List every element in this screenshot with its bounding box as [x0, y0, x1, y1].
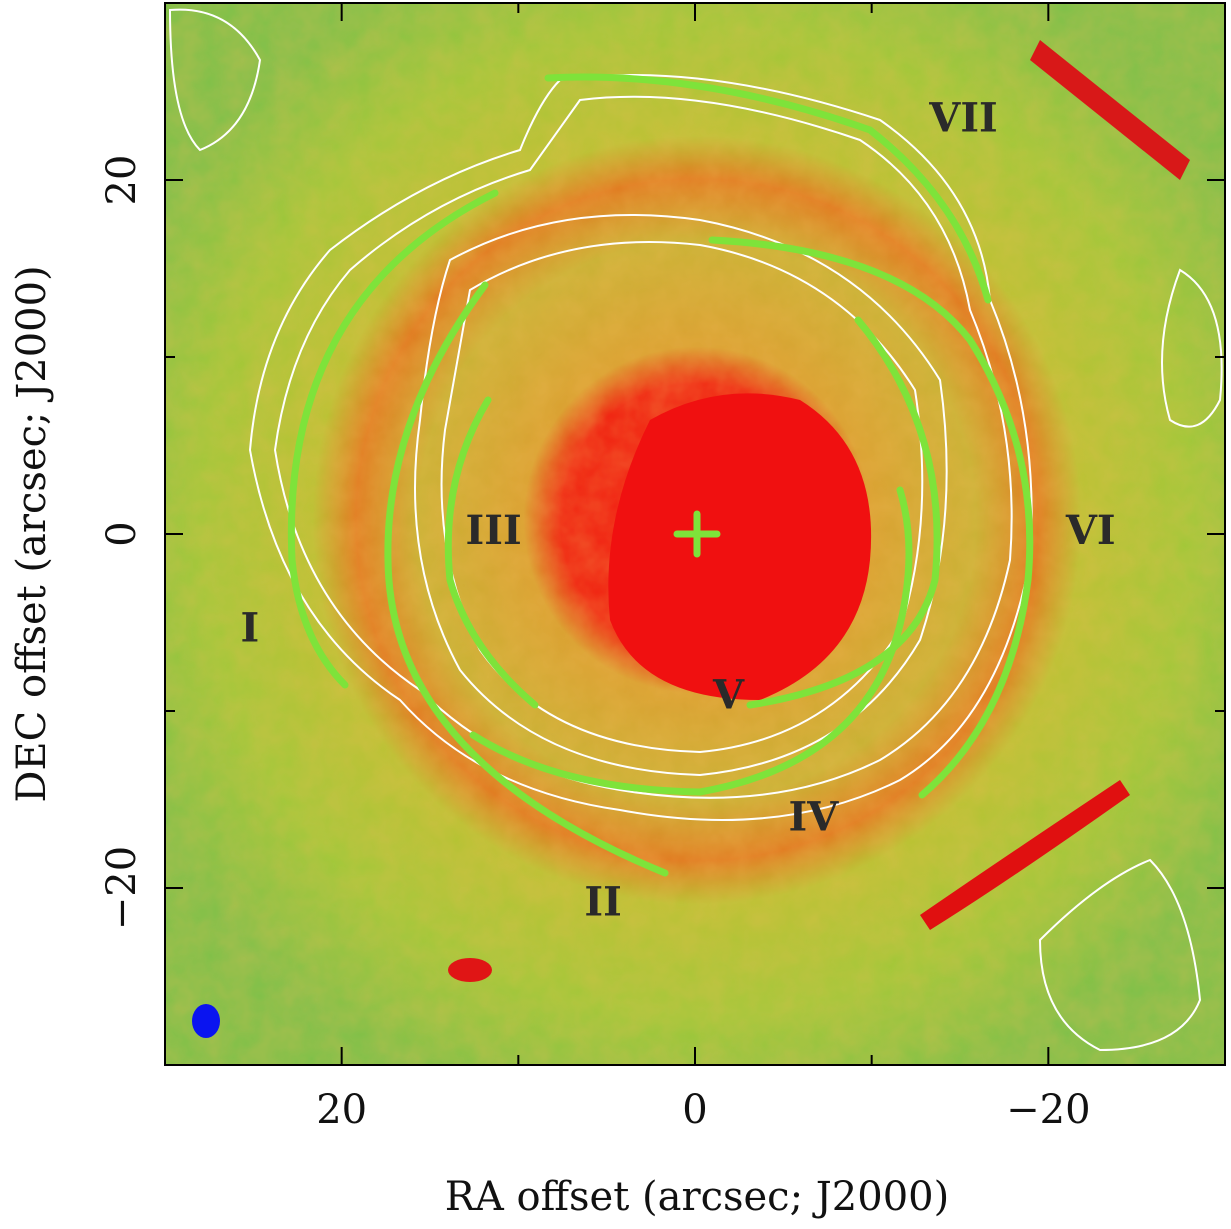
y-tick-label: 20 [99, 155, 145, 206]
annotation: III [466, 507, 522, 554]
y-axis-label: DEC offset (arcsec; J2000) [9, 265, 55, 802]
annotation: VI [1065, 507, 1116, 554]
x-tick-label: −20 [1006, 1087, 1090, 1133]
beam [192, 1004, 220, 1038]
x-axis-label: RA offset (arcsec; J2000) [445, 1174, 949, 1220]
x-tick-label: 0 [682, 1087, 707, 1133]
annotation: IV [788, 794, 839, 841]
y-tick-label: −20 [99, 846, 145, 930]
ridge-arcs [287, 73, 1034, 877]
x-tick-label: 20 [316, 1087, 367, 1133]
annotation: I [240, 604, 259, 651]
annotation: V [712, 672, 745, 719]
annotation: II [584, 879, 621, 926]
image [165, 3, 1225, 1065]
annotation: VII [928, 95, 997, 142]
y-tick-label: 0 [99, 521, 145, 546]
